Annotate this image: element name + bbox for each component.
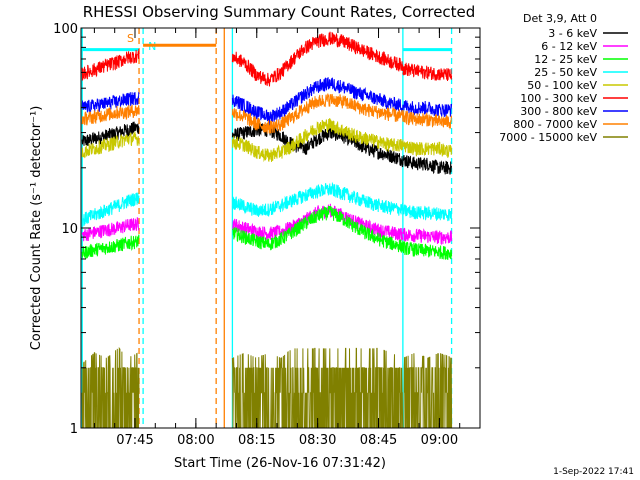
x-tick-label-3: 08:30	[299, 433, 336, 448]
series-4	[81, 118, 453, 163]
series-2-segment-0	[81, 234, 140, 259]
series-3-segment-1	[231, 181, 404, 217]
axes: 1 10 100 07:45 08:00 08:15 08:30 08:45 09:00	[53, 22, 481, 448]
series-8-segment-2	[402, 353, 453, 429]
legend-title: Det 3,9, Att 0	[523, 12, 597, 25]
series-8-segment-0	[81, 346, 140, 429]
y-tick-label-0: 1	[70, 422, 78, 437]
x-tick-label-0: 07:45	[116, 433, 153, 448]
series-2	[81, 205, 453, 260]
series-7-segment-2	[402, 110, 453, 130]
series-8	[81, 346, 453, 429]
series-2-segment-1	[231, 205, 404, 253]
x-tick-label-4: 08:45	[360, 433, 397, 448]
series-1-segment-2	[402, 227, 453, 245]
y-tick-label-2: 100	[53, 22, 78, 37]
series-5-segment-1	[231, 31, 404, 87]
series-1-segment-0	[81, 217, 140, 242]
series-3	[81, 181, 453, 227]
series-7	[81, 93, 453, 134]
chart-title: RHESSI Observing Summary Count Rates, Co…	[83, 3, 476, 21]
marker-label-s: S	[127, 32, 134, 45]
x-tick-label-1: 08:00	[177, 433, 214, 448]
series-5-segment-0	[81, 48, 140, 81]
legend-label-5: 100 - 300 keV	[520, 92, 597, 105]
legend-label-4: 50 - 100 keV	[527, 79, 597, 92]
series-0-segment-0	[81, 121, 140, 146]
x-axis-label: Start Time (26-Nov-16 07:31:42)	[174, 456, 386, 471]
series-4-segment-2	[402, 139, 453, 158]
legend-label-1: 6 - 12 keV	[541, 40, 597, 53]
x-tick-label-2: 08:15	[238, 433, 275, 448]
series-0-segment-2	[402, 155, 453, 175]
series-0-segment-1	[231, 123, 404, 168]
series-5-segment-2	[402, 62, 453, 82]
x-tick-label-5: 09:00	[421, 433, 458, 448]
legend-label-6: 300 - 800 keV	[520, 105, 597, 118]
series-8-segment-1	[231, 347, 404, 429]
legend-label-3: 25 - 50 keV	[534, 66, 597, 79]
plot-area: SN	[81, 28, 453, 429]
series-6-segment-1	[231, 77, 404, 124]
legend-label-2: 12 - 25 keV	[534, 53, 597, 66]
y-axis-label: Corrected Count Rate (s⁻¹ detector⁻¹)	[29, 106, 44, 351]
series-7-segment-1	[231, 93, 404, 134]
legend-label-7: 800 - 7000 keV	[513, 118, 597, 131]
series-6-segment-0	[81, 92, 140, 114]
legend-label-0: 3 - 6 keV	[548, 27, 597, 40]
series-4-segment-1	[231, 118, 404, 163]
series-7-segment-0	[81, 104, 140, 126]
series-3-segment-2	[402, 204, 453, 222]
series-2-segment-2	[402, 241, 453, 260]
series-4-segment-0	[81, 131, 140, 159]
footer-timestamp: 1-Sep-2022 17:41	[553, 467, 634, 477]
legend-label-8: 7000 - 15000 keV	[499, 131, 597, 144]
series-5	[81, 31, 453, 87]
y-tick-label-1: 10	[61, 222, 78, 237]
series-3-segment-0	[81, 192, 140, 227]
series-0	[81, 121, 453, 175]
